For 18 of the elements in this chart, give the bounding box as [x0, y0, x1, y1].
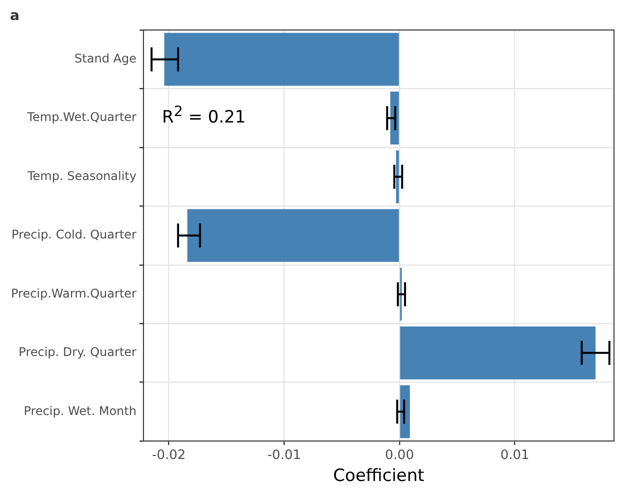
y-tick-label: Precip. Dry. Quarter: [18, 345, 137, 360]
y-tick-label: Precip. Cold. Quarter: [12, 228, 137, 242]
bar: [187, 209, 399, 262]
y-tick-label: Temp.Wet.Quarter: [26, 110, 137, 124]
x-axis-title: Coefficient: [333, 466, 425, 486]
bar: [400, 326, 596, 380]
x-tick-label: -0.01: [267, 448, 301, 464]
y-tick-label: Stand Age: [74, 51, 136, 66]
text: a: [10, 8, 20, 24]
bar: [396, 150, 399, 204]
y-tick-label: Temp. Seasonality: [26, 168, 136, 183]
x-tick-label: 0.00: [385, 448, 414, 464]
bar: [164, 32, 399, 86]
y-tick-label: Precip. Wet. Month: [24, 404, 136, 418]
x-tick-label: -0.02: [152, 448, 186, 464]
annotation: R$^{2}$ = 0.21: [162, 104, 246, 128]
y-tick-label: Precip.Warm.Quarter: [10, 286, 137, 300]
x-tick-label: 0.01: [500, 448, 530, 464]
